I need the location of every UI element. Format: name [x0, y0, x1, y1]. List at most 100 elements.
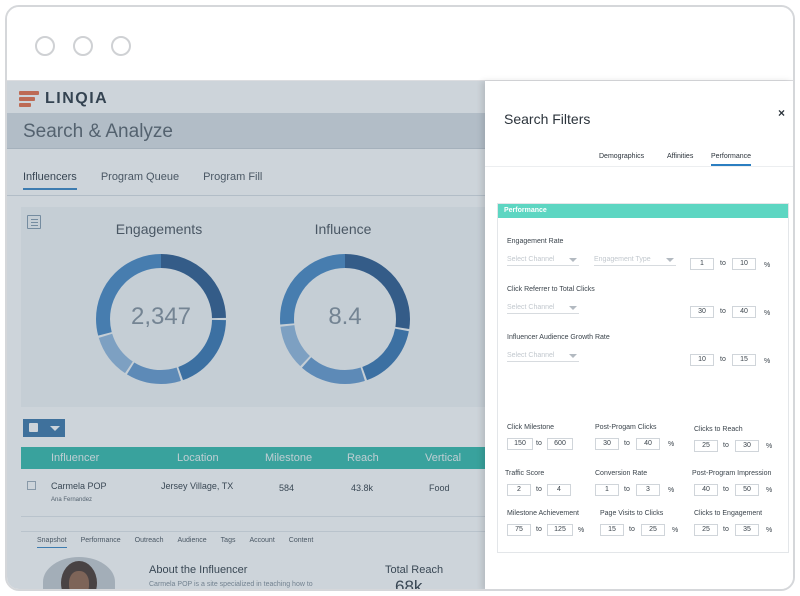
clicks-to-reach-to-input[interactable]: 30 — [735, 440, 759, 452]
subtab-performance[interactable]: Performance — [80, 537, 121, 544]
to-label: to — [723, 442, 729, 449]
tab-performance[interactable]: Performance — [711, 153, 752, 166]
window-dot-icon[interactable] — [35, 36, 55, 56]
conversion-rate-from-input[interactable]: 1 — [595, 484, 619, 496]
to-label: to — [624, 440, 630, 447]
clicks-to-engagement-to-input[interactable]: 35 — [735, 524, 759, 536]
search-filters-panel: Search Filters × Demographics Affinities… — [485, 81, 793, 589]
close-icon[interactable]: × — [777, 106, 785, 120]
subtab-audience[interactable]: Audience — [177, 537, 207, 544]
conversion-rate-to-input[interactable]: 3 — [636, 484, 660, 496]
to-label: to — [723, 486, 729, 493]
subtab-snapshot[interactable]: Snapshot — [37, 537, 67, 548]
unit-label: % — [672, 527, 679, 534]
audience-growth-to-input[interactable]: 15 — [732, 354, 756, 366]
to-label: to — [536, 486, 542, 493]
subtab-account[interactable]: Account — [249, 537, 275, 544]
performance-header: Performance — [498, 204, 788, 218]
subtab-outreach[interactable]: Outreach — [134, 537, 164, 544]
to-label: to — [629, 526, 635, 533]
milestone-achievement-from-input[interactable]: 75 — [507, 524, 531, 536]
to-label: to — [536, 526, 542, 533]
browser-chrome — [7, 7, 793, 81]
clicks-to-engagement-from-input[interactable]: 25 — [694, 524, 718, 536]
performance-panel: Performance Engagement Rate Select Chann… — [497, 203, 789, 553]
page-visits-to-clicks-label: Page Visits to Clicks — [600, 510, 664, 517]
engagement-rate-from-input[interactable]: 1 — [690, 258, 714, 270]
column-influencer[interactable]: Influencer — [51, 452, 100, 464]
clicks-to-engagement-label: Clicks to Engagement — [694, 510, 763, 517]
post-program-clicks-to-input[interactable]: 40 — [636, 438, 660, 450]
column-vertical[interactable]: Vertical — [425, 452, 462, 464]
table-header: Influencer Location Milestone Reach Vert… — [21, 447, 485, 469]
unit-label: % — [766, 487, 773, 494]
to-label: to — [723, 526, 729, 533]
subtab-tags[interactable]: Tags — [220, 537, 236, 544]
engagements-value: 2,347 — [130, 303, 192, 330]
engagements-title: Engagements — [115, 221, 203, 237]
influence-donut — [280, 254, 410, 384]
column-location[interactable]: Location — [177, 452, 219, 464]
traffic-score-label: Traffic Score — [505, 470, 545, 477]
linqia-logo-icon — [19, 90, 39, 108]
engagement-rate-label: Engagement Rate — [507, 238, 564, 245]
audience-growth-channel-select[interactable]: Select Channel — [507, 352, 579, 362]
search-filters-title: Search Filters — [504, 111, 591, 127]
click-milestone-to-input[interactable]: 600 — [547, 438, 573, 450]
post-program-clicks-from-input[interactable]: 30 — [595, 438, 619, 450]
engagement-type-select[interactable]: Engagement Type — [594, 256, 676, 266]
milestone-achievement-to-input[interactable]: 125 — [547, 524, 573, 536]
window-dot-icon[interactable] — [111, 36, 131, 56]
post-program-impression-from-input[interactable]: 40 — [694, 484, 718, 496]
conversion-rate-label: Conversion Rate — [595, 470, 648, 477]
subtabs-divider — [21, 531, 485, 532]
traffic-score-to-input[interactable]: 4 — [547, 484, 571, 496]
tab-program-fill[interactable]: Program Fill — [203, 171, 263, 183]
unit-label: % — [766, 443, 773, 450]
main-pane: LINQIA Search & Analyze Influencers Prog… — [7, 81, 485, 589]
app: LINQIA Search & Analyze Influencers Prog… — [7, 81, 793, 589]
click-referrer-to-input[interactable]: 40 — [732, 306, 756, 318]
total-reach-label: Total Reach — [385, 564, 444, 576]
window-dot-icon[interactable] — [73, 36, 93, 56]
engagement-rate-to-input[interactable]: 10 — [732, 258, 756, 270]
bulk-actions-dropdown[interactable] — [45, 419, 65, 437]
unit-label: % — [668, 487, 675, 494]
audience-growth-from-input[interactable]: 10 — [690, 354, 714, 366]
to-label: to — [624, 486, 630, 493]
table-row[interactable]: Carmela POP Ana Fernandez Jersey Village… — [21, 469, 485, 517]
logo: LINQIA — [19, 89, 108, 109]
column-milestone[interactable]: Milestone — [265, 452, 313, 464]
post-program-impression-to-input[interactable]: 50 — [735, 484, 759, 496]
engagement-channel-select[interactable]: Select Channel — [507, 256, 579, 266]
row-name[interactable]: Carmela POP — [51, 481, 107, 491]
row-reach: 43.8k — [351, 483, 374, 493]
avatar — [43, 557, 115, 589]
page-title-bar: Search & Analyze — [7, 113, 485, 149]
traffic-score-from-input[interactable]: 2 — [507, 484, 531, 496]
unit-label: % — [764, 262, 771, 269]
clicks-to-reach-label: Clicks to Reach — [694, 426, 743, 433]
click-milestone-from-input[interactable]: 150 — [507, 438, 533, 450]
column-reach[interactable]: Reach — [347, 452, 379, 464]
click-referrer-label: Click Referrer to Total Clicks — [507, 286, 595, 293]
post-program-clicks-label: Post-Progam Clicks — [595, 424, 657, 431]
subtab-content[interactable]: Content — [288, 537, 314, 544]
browser-window: LINQIA Search & Analyze Influencers Prog… — [5, 5, 795, 591]
detail-tabs: Snapshot Performance Outreach Audience T… — [37, 537, 313, 548]
select-all-button[interactable] — [23, 419, 45, 437]
tab-influencers[interactable]: Influencers — [23, 171, 77, 190]
click-referrer-channel-select[interactable]: Select Channel — [507, 304, 579, 314]
row-checkbox[interactable] — [27, 481, 36, 490]
tab-affinities[interactable]: Affinities — [667, 153, 694, 160]
page-visits-to-clicks-from-input[interactable]: 15 — [600, 524, 624, 536]
unit-label: % — [578, 527, 585, 534]
page-title: Search & Analyze — [23, 121, 173, 142]
tab-program-queue[interactable]: Program Queue — [100, 171, 180, 183]
clicks-to-reach-from-input[interactable]: 25 — [694, 440, 718, 452]
unit-label: % — [766, 527, 773, 534]
list-icon[interactable] — [27, 215, 41, 229]
page-visits-to-clicks-to-input[interactable]: 25 — [641, 524, 665, 536]
click-referrer-from-input[interactable]: 30 — [690, 306, 714, 318]
tab-demographics[interactable]: Demographics — [599, 153, 645, 160]
